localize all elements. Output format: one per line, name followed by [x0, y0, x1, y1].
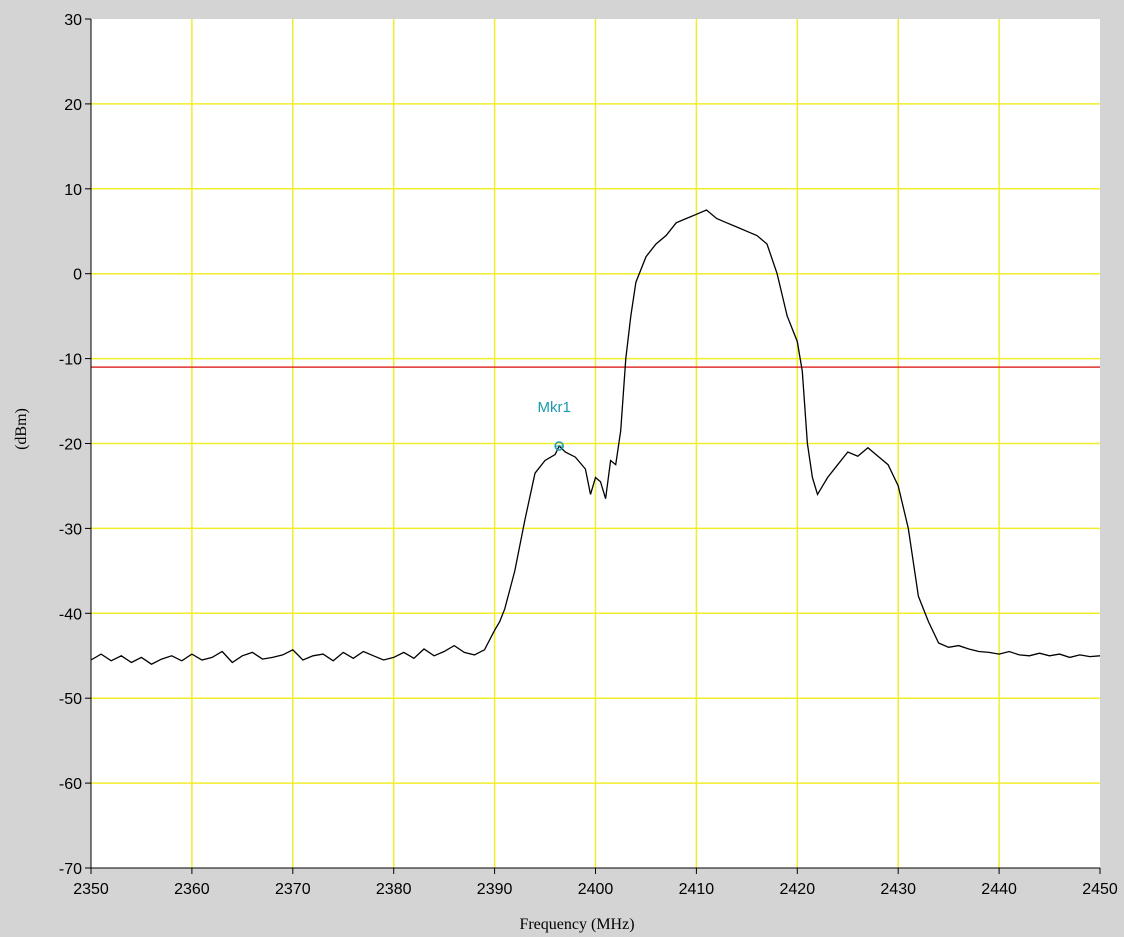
x-tick-label: 2420 — [780, 881, 816, 898]
marker-label: Mkr1 — [538, 399, 571, 416]
y-tick-labels: 30 20 10 0 -10 -20 -30 -40 -50 -60 -70 — [59, 12, 82, 878]
x-tick-label: 2370 — [275, 881, 311, 898]
marker-mkr1: Mkr1 — [538, 399, 571, 451]
y-tick-label: -60 — [59, 776, 82, 793]
x-tick-label: 2390 — [477, 881, 513, 898]
x-tick-label: 2350 — [73, 881, 109, 898]
y-tick-label: -10 — [59, 352, 82, 369]
y-tick-label: 10 — [64, 182, 82, 199]
x-tick-label: 2380 — [376, 881, 412, 898]
x-tick-label: 2440 — [981, 881, 1017, 898]
grid-lines — [91, 19, 1100, 868]
y-tick-label: -70 — [59, 861, 82, 878]
series-line — [90, 209, 1101, 665]
y-tick-label: -30 — [59, 521, 82, 538]
x-tick-labels: 2350 2360 2370 2380 2390 2400 2410 2420 2430 2440… — [73, 881, 1118, 898]
x-tick-label: 2430 — [880, 881, 916, 898]
axis-ticks — [85, 18, 1101, 874]
y-tick-label: -20 — [59, 437, 82, 454]
x-tick-label: 2450 — [1082, 881, 1118, 898]
y-tick-label: 20 — [64, 97, 82, 114]
y-tick-label: 30 — [64, 12, 82, 29]
x-tick-label: 2360 — [174, 881, 210, 898]
y-axis-title: (dBm) — [13, 408, 30, 450]
x-axis-title: Frequency (MHz) — [519, 916, 634, 933]
x-tick-label: 2400 — [578, 881, 614, 898]
y-tick-label: -50 — [59, 691, 82, 708]
y-tick-label: 0 — [73, 267, 82, 284]
series-trace — [90, 209, 1101, 665]
x-tick-label: 2410 — [679, 881, 715, 898]
y-tick-label: -40 — [59, 606, 82, 623]
